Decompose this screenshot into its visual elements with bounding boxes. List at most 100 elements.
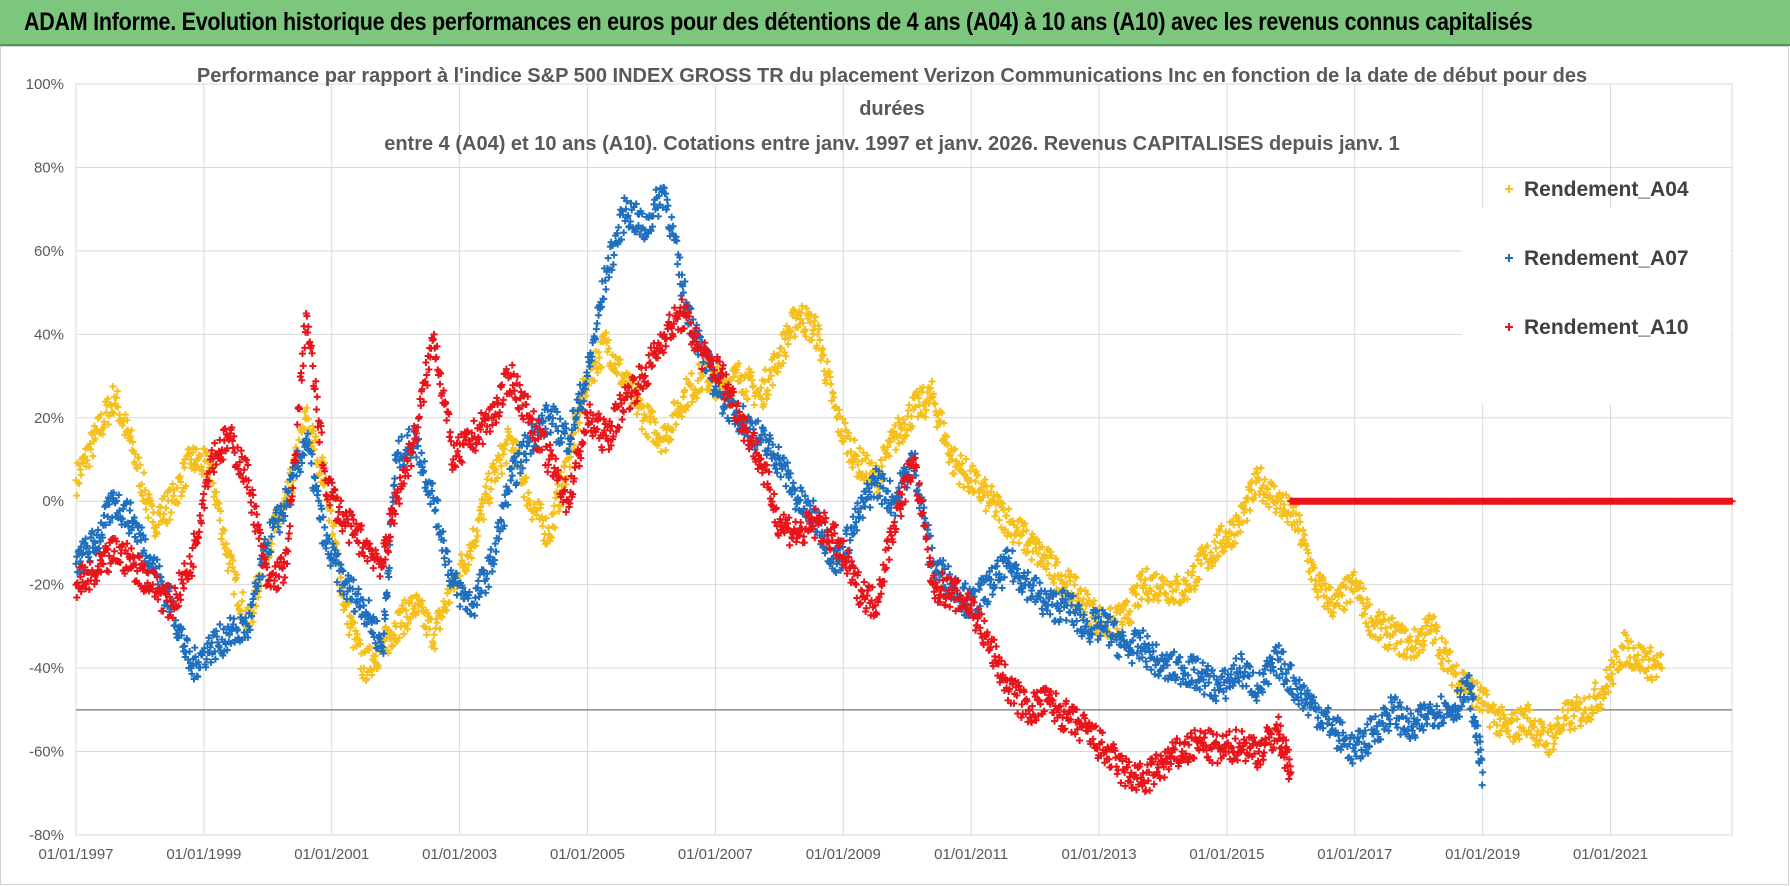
point-a07 — [398, 433, 406, 441]
point-a04 — [418, 597, 426, 605]
point-a07 — [254, 582, 262, 590]
point-a04 — [621, 377, 629, 385]
point-a07 — [586, 363, 594, 371]
point-a07 — [511, 457, 519, 465]
point-a04 — [1246, 506, 1254, 514]
point-a04 — [955, 461, 963, 469]
point-a07 — [588, 353, 596, 361]
point-a04 — [1261, 476, 1269, 484]
point-a04 — [1244, 494, 1252, 502]
point-a07 — [679, 282, 687, 290]
point-a04 — [179, 459, 187, 467]
point-a07 — [609, 261, 617, 269]
point-a07 — [488, 568, 496, 576]
point-a07 — [773, 469, 781, 477]
point-a04 — [1028, 556, 1036, 564]
point-a04 — [966, 477, 974, 485]
point-a07 — [105, 500, 113, 508]
point-a07 — [1152, 641, 1160, 649]
point-a04 — [203, 448, 211, 456]
point-a07 — [73, 553, 81, 561]
point-a07 — [613, 229, 621, 237]
point-a04 — [765, 375, 773, 383]
point-a04 — [123, 416, 131, 424]
point-a04 — [884, 443, 892, 451]
point-a07 — [673, 237, 681, 245]
point-a04 — [1203, 542, 1211, 550]
point-a07 — [595, 311, 603, 319]
point-a04 — [1227, 530, 1235, 538]
point-a07 — [769, 450, 777, 458]
point-a04 — [1217, 522, 1225, 530]
point-a04 — [1319, 573, 1327, 581]
point-a07 — [580, 397, 588, 405]
point-a07 — [492, 548, 500, 556]
point-a04 — [877, 456, 885, 464]
point-a07 — [626, 217, 634, 225]
point-a07 — [145, 559, 153, 567]
point-a04 — [1524, 701, 1532, 709]
point-a07 — [429, 479, 437, 487]
point-a04 — [1034, 550, 1042, 558]
point-a04 — [161, 492, 169, 500]
point-a04 — [426, 625, 434, 633]
point-a04 — [999, 499, 1007, 507]
point-a04 — [736, 377, 744, 385]
point-a04 — [657, 448, 665, 456]
point-a04 — [1648, 676, 1656, 684]
point-a04 — [644, 433, 652, 441]
point-a04 — [347, 613, 355, 621]
point-a04 — [144, 514, 152, 522]
point-a04 — [1304, 549, 1312, 557]
point-a04 — [849, 458, 857, 466]
point-a04 — [129, 438, 137, 446]
point-a04 — [524, 489, 532, 497]
point-a04 — [1042, 565, 1050, 573]
point-a04 — [401, 596, 409, 604]
point-a04 — [1374, 612, 1382, 620]
point-a10 — [247, 498, 255, 506]
point-a07 — [927, 532, 935, 540]
point-a04 — [1420, 641, 1428, 649]
point-a04 — [946, 451, 954, 459]
point-a04 — [160, 510, 168, 518]
point-a04 — [951, 445, 959, 453]
point-a04 — [1349, 588, 1357, 596]
point-a04 — [780, 328, 788, 336]
point-a04 — [654, 441, 662, 449]
point-a04 — [502, 459, 510, 467]
point-a04 — [1340, 606, 1348, 614]
point-a07 — [798, 487, 806, 495]
point-a07 — [620, 229, 628, 237]
point-a04 — [1270, 482, 1278, 490]
point-a04 — [402, 606, 410, 614]
point-a04 — [1439, 655, 1447, 663]
point-a04 — [1489, 701, 1497, 709]
point-a04 — [1067, 570, 1075, 578]
point-a10 — [345, 539, 353, 547]
point-a04 — [483, 475, 491, 483]
point-a04 — [808, 336, 816, 344]
point-a04 — [1228, 517, 1236, 525]
point-a04 — [695, 360, 703, 368]
point-a04 — [418, 603, 426, 611]
point-a04 — [886, 438, 894, 446]
point-a04 — [215, 500, 223, 508]
point-a07 — [1036, 579, 1044, 587]
point-a04 — [1266, 492, 1274, 500]
point-a04 — [1181, 588, 1189, 596]
point-a07 — [313, 482, 321, 490]
point-a07 — [739, 402, 747, 410]
point-a04 — [1329, 609, 1337, 617]
point-a07 — [267, 548, 275, 556]
point-a04 — [1391, 645, 1399, 653]
point-a04 — [1225, 535, 1233, 543]
point-a04 — [457, 551, 465, 559]
point-a04 — [492, 466, 500, 474]
point-a07 — [638, 210, 646, 218]
point-a07 — [1028, 587, 1036, 595]
point-a07 — [507, 476, 515, 484]
point-a04 — [1580, 694, 1588, 702]
point-a07 — [854, 499, 862, 507]
point-a07 — [851, 523, 859, 531]
